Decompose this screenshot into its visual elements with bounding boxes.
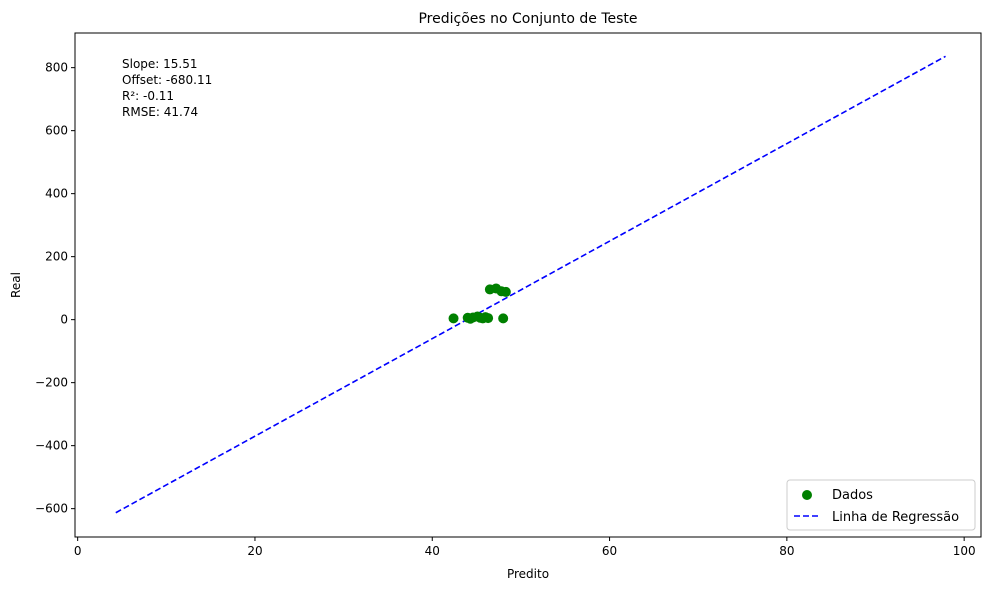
data-point [498,313,509,324]
series-layer [115,55,946,514]
annotation-offset: Offset: -680.11 [122,73,212,87]
legend-label-dados: Dados [832,488,873,503]
y-tick-label: −400 [35,439,68,453]
legend-label-regression: Linha de Regressão [832,510,959,525]
x-tick-label: 20 [247,544,262,558]
x-tick-label: 0 [74,544,82,558]
annotation-r2: R²: -0.11 [122,89,174,103]
chart-title: Predições no Conjunto de Teste [418,11,637,27]
y-tick-label: 200 [45,250,68,264]
x-axis: 0 20 40 60 80 100 [74,537,976,558]
x-tick-label: 80 [779,544,794,558]
y-axis-label: Real [9,272,23,298]
x-tick-label: 100 [953,544,976,558]
y-tick-label: 400 [45,187,68,201]
legend-marker-dados [802,490,812,500]
x-axis-label: Predito [507,567,549,581]
regression-line [115,55,946,514]
data-point [448,313,459,324]
y-tick-label: 800 [45,61,68,75]
y-tick-label: 600 [45,124,68,138]
stats-annotation: Slope: 15.51 Offset: -680.11 R²: -0.11 R… [122,57,212,119]
y-axis: −600 −400 −200 0 200 400 600 800 [35,61,75,516]
plot-frame [74,32,982,538]
legend: Dados Linha de Regressão [786,479,976,531]
y-tick-label: −600 [35,502,68,516]
y-tick-label: 0 [60,313,68,327]
y-tick-label: −200 [35,376,68,390]
data-point [483,313,494,324]
annotation-rmse: RMSE: 41.74 [122,105,198,119]
x-tick-label: 60 [602,544,617,558]
legend-box [786,479,976,531]
plot-area: 0 20 40 60 80 100 −600 −400 −200 0 200 400 600 800 [35,32,982,558]
x-tick-label: 40 [425,544,440,558]
annotation-slope: Slope: 15.51 [122,57,198,71]
data-point [500,286,511,297]
